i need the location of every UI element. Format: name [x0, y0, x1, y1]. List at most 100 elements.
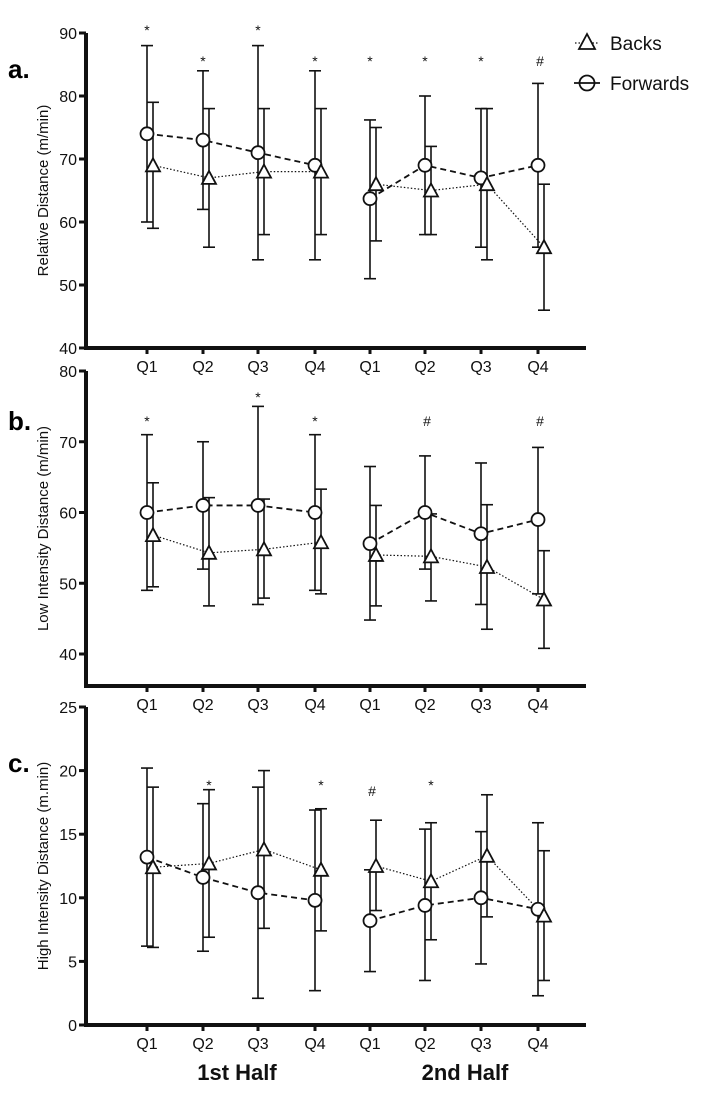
y-tick-label: 50: [59, 576, 77, 593]
forwards-point: [195, 132, 211, 148]
backs-point: [422, 547, 440, 564]
y-tick-label: 15: [59, 827, 77, 844]
x-tick-label: Q4: [304, 359, 325, 376]
y-axis-label: Low Intensity Distance (m/min): [35, 426, 52, 631]
x-tick-label: Q4: [304, 1036, 325, 1053]
backs-point: [535, 906, 553, 923]
forwards-point: [417, 157, 433, 173]
x-tick-label: Q2: [414, 697, 435, 714]
significance-marker: *: [428, 777, 434, 793]
backs-point: [478, 175, 496, 192]
backs-line: [152, 848, 322, 871]
forwards-point: [195, 870, 211, 885]
legend-label-backs: Backs: [610, 34, 662, 55]
y-tick-label: 5: [68, 954, 77, 971]
significance-marker: *: [255, 389, 261, 405]
significance-marker: *: [422, 53, 428, 69]
x-tick-label: Q3: [470, 1036, 491, 1053]
forwards-line: [146, 132, 316, 167]
significance-marker: *: [367, 53, 373, 69]
panel-1: 40 50 60 70 80 90 Q1 Q2 Q3 Q4 Q1 Q2 Q3 Q4 Relative Dis…: [8, 22, 586, 376]
backs-point: [422, 872, 440, 889]
y-tick-label: 80: [59, 89, 77, 106]
backs-point: [144, 526, 162, 543]
forwards-point: [307, 892, 323, 908]
backs-line: [152, 164, 321, 179]
forwards-point: [530, 512, 546, 527]
forwards-point: [139, 505, 155, 520]
backs-point: [312, 162, 330, 179]
backs-line: [375, 554, 545, 601]
backs-line: [152, 534, 322, 554]
backs-line: [375, 183, 545, 248]
x-tick-label: Q4: [527, 697, 548, 714]
forwards-point: [473, 526, 489, 542]
backs-point: [200, 543, 218, 560]
y-axis-label: Relative Distance (m/min): [35, 105, 52, 277]
backs-point: [312, 533, 330, 550]
backs-point: [535, 590, 553, 607]
significance-marker: *: [478, 53, 484, 69]
x-tick-label: Q3: [247, 359, 268, 376]
backs-point: [478, 558, 496, 574]
forwards-point: [139, 126, 155, 142]
x-tick-label: Q2: [192, 1036, 213, 1053]
y-tick-label: 70: [59, 435, 77, 452]
x-tick-label: Q1: [136, 1036, 157, 1053]
legend-circle-icon: [578, 74, 596, 92]
significance-marker: *: [144, 22, 150, 38]
panel-3: 0 5 10 15 20 25 Q1 Q2 Q3 Q4 Q1 Q2 Q3 Q4 High Intensity…: [8, 700, 586, 1053]
x-tick-label: Q1: [136, 697, 157, 714]
y-tick-label: 40: [59, 341, 77, 358]
y-tick-label: 20: [59, 764, 77, 781]
significance-marker: *: [318, 777, 324, 793]
significance-marker: #: [423, 413, 431, 429]
significance-marker: #: [536, 53, 544, 69]
backs-point: [422, 181, 440, 198]
forwards-line: [146, 856, 316, 902]
legend-triangle-icon: [577, 32, 597, 50]
x-tick-label: Q1: [359, 697, 380, 714]
forwards-line: [146, 504, 316, 514]
significance-marker: *: [206, 777, 212, 793]
x-group-label-2nd-half: 2nd Half: [422, 1060, 509, 1085]
forwards-line: [369, 511, 539, 545]
forwards-point: [139, 849, 155, 865]
forwards-point: [307, 505, 323, 520]
x-tick-label: Q1: [359, 1036, 380, 1053]
backs-point: [255, 540, 273, 557]
y-tick-label: 0: [68, 1018, 77, 1035]
backs-point: [255, 840, 273, 857]
y-tick-label: 40: [59, 647, 77, 664]
x-tick-label: Q1: [359, 359, 380, 376]
x-group-label-1st-half: 1st Half: [197, 1060, 277, 1085]
forwards-point: [250, 145, 266, 161]
backs-point: [144, 858, 162, 875]
x-tick-label: Q3: [247, 697, 268, 714]
forwards-point: [417, 898, 433, 913]
forwards-point: [530, 157, 546, 173]
forwards-point: [250, 498, 266, 513]
y-tick-label: 60: [59, 215, 77, 232]
x-tick-label: Q3: [470, 697, 491, 714]
forwards-line: [369, 896, 539, 922]
x-tick-label: Q4: [304, 697, 325, 714]
legend: Backs Forwards: [574, 32, 689, 95]
panel-2: 40 50 60 70 80 Q1 Q2 Q3 Q4 Q1 Q2 Q3 Q4 Low Intensity …: [8, 364, 586, 714]
forwards-line: [369, 164, 539, 200]
significance-marker: #: [368, 783, 376, 799]
forwards-point: [250, 885, 266, 901]
significance-marker: #: [536, 413, 544, 429]
backs-point: [200, 854, 218, 871]
significance-marker: *: [312, 413, 318, 429]
backs-point: [535, 238, 553, 255]
y-tick-label: 60: [59, 506, 77, 523]
x-tick-label: Q1: [136, 359, 157, 376]
panel-label: a.: [8, 54, 30, 84]
backs-point: [367, 175, 385, 192]
backs-point: [367, 546, 385, 562]
x-tick-label: Q2: [192, 359, 213, 376]
x-tick-label: Q3: [470, 359, 491, 376]
backs-point: [367, 857, 385, 873]
